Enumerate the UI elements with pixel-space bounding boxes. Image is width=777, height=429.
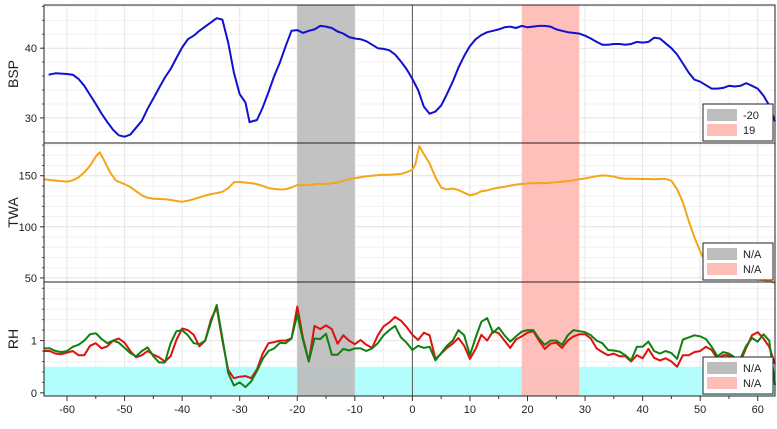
legend-label: N/A bbox=[743, 264, 762, 276]
series-line-1 bbox=[48, 17, 776, 138]
y-axis-label: RH bbox=[5, 329, 21, 349]
y-tick-label: 50 bbox=[25, 273, 37, 285]
series-line-2 bbox=[44, 304, 776, 389]
x-tick-label: 20 bbox=[521, 404, 533, 416]
legend-label: N/A bbox=[743, 363, 762, 375]
legend: N/A N/A bbox=[702, 242, 774, 281]
legend-swatch bbox=[707, 377, 737, 389]
panel-frame bbox=[43, 281, 776, 397]
rh-threshold-band bbox=[44, 366, 775, 396]
x-tick-label: 60 bbox=[752, 404, 764, 416]
highlight-band-2 bbox=[521, 143, 580, 282]
y-tick-label: 30 bbox=[25, 113, 37, 125]
highlight-band-1 bbox=[297, 282, 355, 396]
panel-twa: 50 100 150 TWA N/A N/A bbox=[5, 142, 776, 285]
legend-swatch bbox=[707, 362, 737, 374]
y-tick-label: 100 bbox=[19, 222, 37, 234]
legend-label: N/A bbox=[743, 378, 762, 390]
highlight-band-1 bbox=[297, 5, 355, 143]
x-axis: -60 -50 -40 -30 -20 -10 0 10 20 30 40 50 60 bbox=[59, 396, 764, 416]
highlight-band-2 bbox=[521, 5, 580, 143]
legend: N/A N/A bbox=[702, 356, 774, 395]
x-tick-label: 0 bbox=[409, 404, 415, 416]
highlight-band-1 bbox=[297, 143, 355, 282]
y-axis-label: TWA bbox=[5, 197, 21, 228]
legend-swatch bbox=[707, 109, 737, 121]
x-tick-label: -30 bbox=[232, 404, 248, 416]
series-line-1 bbox=[43, 145, 776, 284]
x-tick-label: 30 bbox=[579, 404, 591, 416]
panel-rh: 0 1 RH N/A N/A bbox=[5, 281, 776, 400]
y-tick-label: 150 bbox=[19, 171, 37, 183]
x-tick-label: -10 bbox=[347, 404, 363, 416]
y-axis-label: BSP bbox=[5, 60, 21, 88]
y-tick-label: 0 bbox=[31, 388, 37, 400]
x-tick-label: -20 bbox=[289, 404, 305, 416]
legend-swatch bbox=[707, 124, 737, 136]
legend-swatch bbox=[707, 248, 737, 260]
x-tick-label: 40 bbox=[636, 404, 648, 416]
x-tick-label: -50 bbox=[117, 404, 133, 416]
y-tick-label: 40 bbox=[25, 43, 37, 55]
y-tick-label: 1 bbox=[31, 336, 37, 348]
legend-label: 19 bbox=[743, 125, 755, 137]
x-tick-label: -40 bbox=[174, 404, 190, 416]
legend-swatch bbox=[707, 263, 737, 275]
x-tick-label: 10 bbox=[464, 404, 476, 416]
x-tick-label: 50 bbox=[694, 404, 706, 416]
legend-label: N/A bbox=[743, 249, 762, 261]
legend-label: -20 bbox=[743, 110, 759, 122]
x-tick-label: -60 bbox=[59, 404, 75, 416]
